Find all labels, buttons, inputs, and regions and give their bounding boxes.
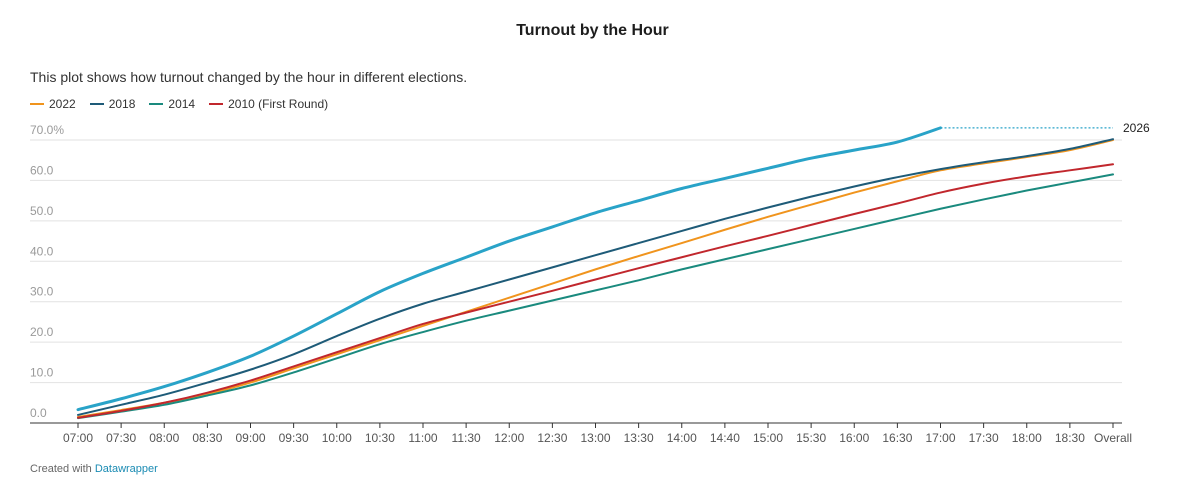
y-tick-label: 70.0% bbox=[30, 123, 64, 137]
legend-swatch bbox=[30, 103, 44, 105]
chart-subtitle: This plot shows how turnout changed by t… bbox=[30, 69, 468, 85]
y-tick-label: 0.0 bbox=[30, 406, 47, 420]
series-line-2010-first-round- bbox=[77, 163, 1114, 419]
y-tick-label: 10.0 bbox=[30, 366, 54, 380]
x-tick-label: 12:30 bbox=[537, 431, 567, 445]
legend: 2022 2018 2014 2010 (First Round) bbox=[30, 97, 328, 111]
x-tick-label: 09:00 bbox=[235, 431, 265, 445]
footer: Created with Datawrapper bbox=[30, 463, 158, 475]
x-tick-label: 14:00 bbox=[667, 431, 697, 445]
series-line-2018 bbox=[77, 138, 1114, 416]
y-tick-label: 60.0 bbox=[30, 163, 54, 177]
x-tick-label: 16:30 bbox=[882, 431, 912, 445]
x-tick-label: 11:00 bbox=[408, 431, 437, 445]
y-tick-label: 20.0 bbox=[30, 325, 54, 339]
x-tick-label: 10:00 bbox=[322, 431, 352, 445]
y-tick-label: 30.0 bbox=[30, 285, 54, 299]
chart-title: Turnout by the Hour bbox=[516, 22, 669, 39]
x-tick-label: 11:30 bbox=[452, 431, 481, 445]
series-line-2014 bbox=[77, 173, 1114, 420]
legend-label: 2022 bbox=[49, 97, 76, 111]
x-tick-label: 13:30 bbox=[624, 431, 654, 445]
legend-label: 2010 (First Round) bbox=[228, 97, 329, 111]
x-tick-label: 09:30 bbox=[279, 431, 309, 445]
x-tick-label: 07:00 bbox=[63, 431, 93, 445]
datawrapper-link[interactable]: Datawrapper bbox=[94, 463, 158, 475]
legend-item: 2018 bbox=[89, 97, 136, 111]
legend-label: 2014 bbox=[168, 97, 196, 111]
x-tick-label: 17:00 bbox=[925, 431, 955, 445]
footer-prefix: Created with bbox=[30, 463, 92, 475]
y-tick-label: 40.0 bbox=[30, 244, 54, 258]
x-tick-label: 18:30 bbox=[1055, 431, 1085, 445]
legend-swatch bbox=[149, 103, 164, 105]
x-tick-label: 08:30 bbox=[192, 431, 222, 445]
x-tick-label: 13:00 bbox=[580, 431, 610, 445]
legend-item: 2010 (First Round) bbox=[209, 97, 328, 111]
x-tick-label: 10:30 bbox=[365, 431, 395, 445]
series-line-2022 bbox=[77, 139, 1114, 418]
x-tick-label: 07:30 bbox=[106, 431, 136, 445]
x-tick-label: 12:00 bbox=[494, 431, 524, 445]
x-tick-label: 18:00 bbox=[1012, 431, 1042, 445]
series-end-label: 2026 bbox=[1123, 121, 1150, 135]
x-tick-label: 17:30 bbox=[969, 431, 999, 445]
legend-label: 2018 bbox=[108, 97, 136, 111]
x-tick-label: 08:00 bbox=[149, 431, 179, 445]
x-tick-label: Overall bbox=[1094, 431, 1132, 445]
x-tick-label: 16:00 bbox=[839, 431, 869, 445]
legend-swatch bbox=[89, 103, 104, 105]
x-tick-label: 15:30 bbox=[796, 431, 826, 445]
x-tick-label: 14:40 bbox=[710, 431, 740, 445]
y-tick-label: 50.0 bbox=[30, 204, 54, 218]
legend-swatch bbox=[209, 103, 224, 105]
legend-item: 2014 bbox=[149, 97, 195, 111]
x-tick-label: 15:00 bbox=[753, 431, 783, 445]
legend-item: 2022 bbox=[30, 97, 76, 111]
series-line-2026 bbox=[76, 126, 942, 412]
